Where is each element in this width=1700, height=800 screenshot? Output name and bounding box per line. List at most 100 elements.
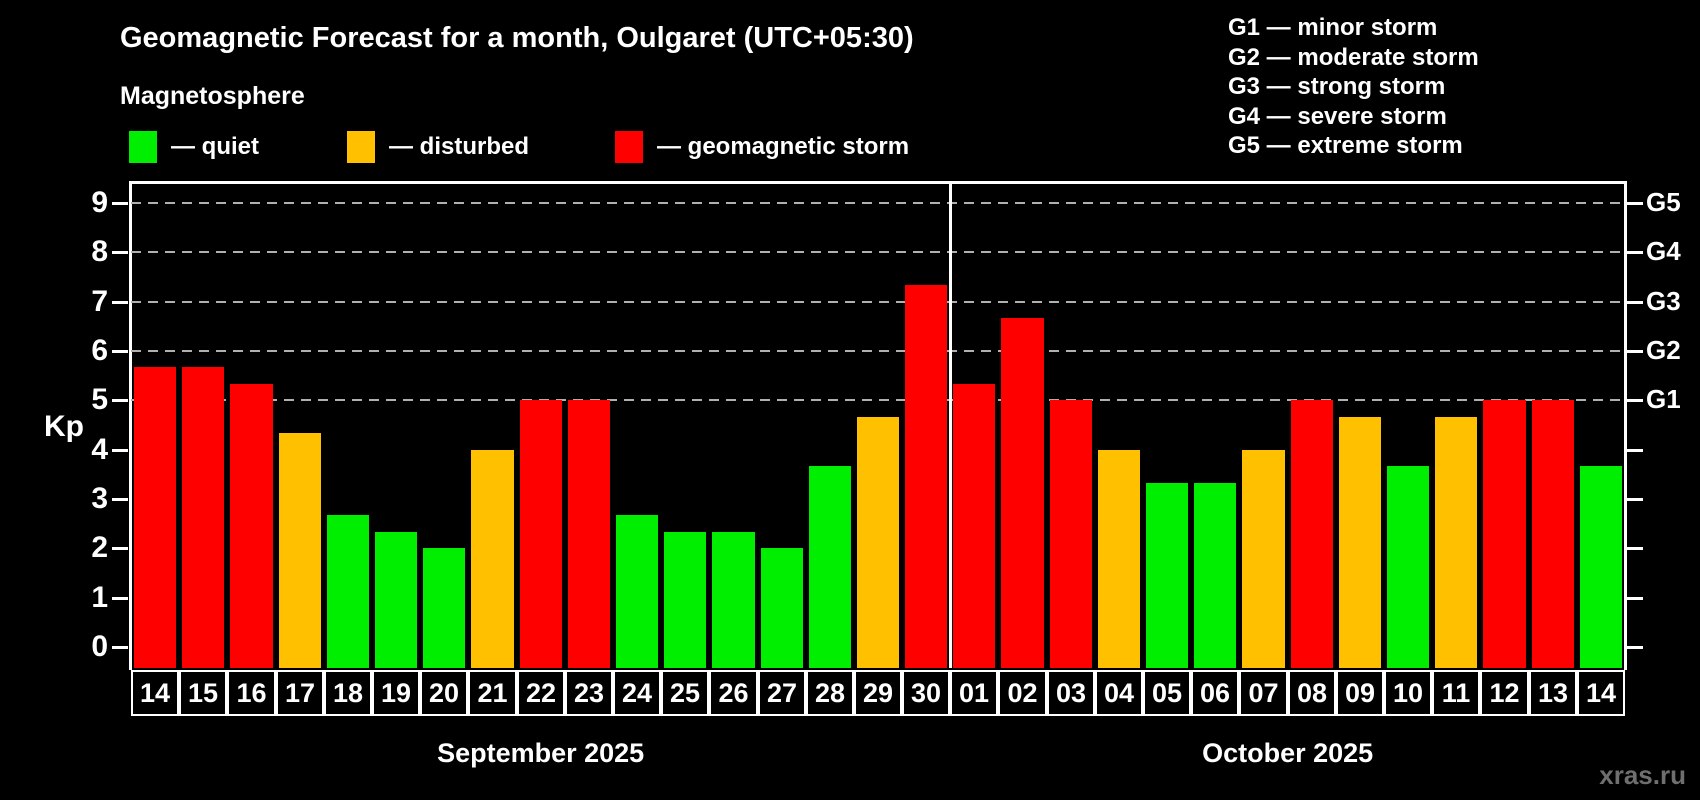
- kp-bar-september-26: [712, 532, 755, 668]
- day-label-september-14: 14: [131, 670, 179, 716]
- kp-bar-september-17: [278, 433, 321, 668]
- legend-item-storm: — geomagnetic storm: [615, 131, 909, 163]
- tick-right-5: [1627, 399, 1643, 403]
- y-tick-label-5: 5: [91, 383, 108, 417]
- month-label-september: September 2025: [437, 738, 645, 768]
- storm-scale-g3: G3 — strong storm: [1228, 73, 1446, 100]
- y-tick-label-1: 1: [91, 580, 108, 614]
- y-axis-title: Kp: [44, 410, 84, 443]
- kp-bar-october-11: [1435, 416, 1478, 668]
- kp-bar-october-14: [1579, 466, 1622, 668]
- month-label-october: October 2025: [1202, 738, 1374, 768]
- day-label-october-05: 05: [1143, 670, 1191, 716]
- kp-bar-october-06: [1194, 482, 1237, 668]
- legend-label-storm: — geomagnetic storm: [657, 133, 910, 160]
- day-label-september-26: 26: [709, 670, 758, 716]
- disturbed-swatch: [347, 131, 375, 163]
- day-label-october-03: 03: [1047, 670, 1095, 716]
- kp-bar-september-22: [519, 400, 562, 668]
- day-label-october-07: 07: [1239, 670, 1288, 716]
- tick-right-9: [1627, 201, 1643, 205]
- day-label-september-29: 29: [854, 670, 902, 716]
- kp-bar-october-08: [1290, 400, 1333, 668]
- legend-label-quiet: — quiet: [171, 133, 259, 160]
- watermark: xras.ru: [1599, 760, 1686, 790]
- day-label-october-12: 12: [1480, 670, 1529, 716]
- tick-right-7: [1627, 300, 1643, 304]
- day-label-september-30: 30: [902, 670, 950, 716]
- day-label-september-28: 28: [806, 670, 854, 716]
- storm-scale-g2: G2 — moderate storm: [1228, 43, 1479, 71]
- plot-area: [131, 183, 1625, 668]
- tick-left-8: [112, 251, 128, 255]
- storm-scale-g1: G1 — minor storm: [1228, 14, 1438, 41]
- y-axis-line: [129, 181, 132, 670]
- kp-bar-september-15: [182, 367, 225, 668]
- kp-bar-october-09: [1338, 416, 1382, 668]
- tick-left-3: [112, 498, 128, 502]
- right-axis-label-g1: G1: [1646, 384, 1681, 415]
- legend-item-disturbed: — disturbed: [347, 131, 529, 163]
- y-tick-label-8: 8: [91, 235, 108, 269]
- day-label-october-06: 06: [1191, 670, 1239, 716]
- tick-right-0: [1627, 646, 1643, 650]
- day-label-september-24: 24: [613, 670, 661, 716]
- day-label-october-11: 11: [1432, 670, 1480, 716]
- tick-right-2: [1627, 547, 1643, 551]
- gridline-kp-7: [131, 300, 1625, 303]
- chart-subtitle: Magnetosphere: [120, 82, 305, 110]
- kp-bar-october-04: [1097, 449, 1141, 668]
- kp-bar-october-13: [1531, 400, 1574, 668]
- kp-bar-september-14: [134, 367, 177, 668]
- tick-right-4: [1627, 448, 1643, 452]
- tick-left-9: [112, 201, 128, 205]
- gridline-kp-9: [131, 201, 1625, 204]
- quiet-swatch: [129, 131, 157, 163]
- day-label-october-01: 01: [950, 670, 998, 716]
- tick-right-3: [1627, 498, 1643, 502]
- kp-bar-september-27: [760, 548, 803, 668]
- gridline-kp-5: [131, 399, 1625, 402]
- kp-bar-october-03: [1049, 400, 1092, 668]
- day-label-october-09: 09: [1336, 670, 1384, 716]
- kp-bar-september-28: [808, 466, 851, 668]
- kp-bar-october-02: [1001, 317, 1044, 668]
- tick-right-6: [1627, 349, 1643, 353]
- kp-bar-september-24: [615, 515, 659, 668]
- day-label-september-18: 18: [324, 670, 372, 716]
- month-separator-line: [948, 183, 952, 668]
- kp-bar-september-23: [567, 400, 610, 668]
- tick-left-6: [112, 349, 128, 353]
- day-label-september-17: 17: [276, 670, 324, 716]
- day-label-october-10: 10: [1384, 670, 1432, 716]
- day-label-september-19: 19: [372, 670, 420, 716]
- chart-title: Geomagnetic Forecast for a month, Oulgar…: [120, 22, 914, 54]
- storm-scale-g5: G5 — extreme storm: [1228, 132, 1463, 159]
- gridline-kp-8: [131, 251, 1625, 254]
- day-label-september-22: 22: [517, 670, 565, 716]
- tick-left-2: [112, 547, 128, 551]
- gridline-kp-6: [131, 349, 1625, 352]
- day-label-september-23: 23: [565, 670, 613, 716]
- kp-bar-september-21: [471, 449, 514, 668]
- kp-bar-october-01: [953, 384, 996, 668]
- day-label-october-02: 02: [998, 670, 1047, 716]
- kp-bar-september-25: [664, 532, 707, 668]
- right-axis-label-g3: G3: [1646, 285, 1681, 316]
- tick-right-8: [1627, 251, 1643, 255]
- day-label-september-27: 27: [758, 670, 806, 716]
- kp-bar-october-07: [1242, 449, 1285, 668]
- kp-bar-september-29: [856, 416, 900, 668]
- tick-right-1: [1627, 596, 1643, 600]
- y-tick-label-6: 6: [91, 333, 108, 367]
- y-tick-label-7: 7: [91, 284, 108, 318]
- kp-bar-october-05: [1146, 482, 1189, 668]
- day-label-september-16: 16: [227, 670, 276, 716]
- storm-swatch: [615, 131, 643, 163]
- kp-bar-october-10: [1387, 466, 1430, 668]
- kp-bar-september-16: [230, 384, 273, 668]
- right-axis-line: [1624, 181, 1627, 670]
- right-axis-label-g2: G2: [1646, 334, 1681, 365]
- y-tick-label-4: 4: [91, 432, 108, 466]
- day-label-september-20: 20: [420, 670, 468, 716]
